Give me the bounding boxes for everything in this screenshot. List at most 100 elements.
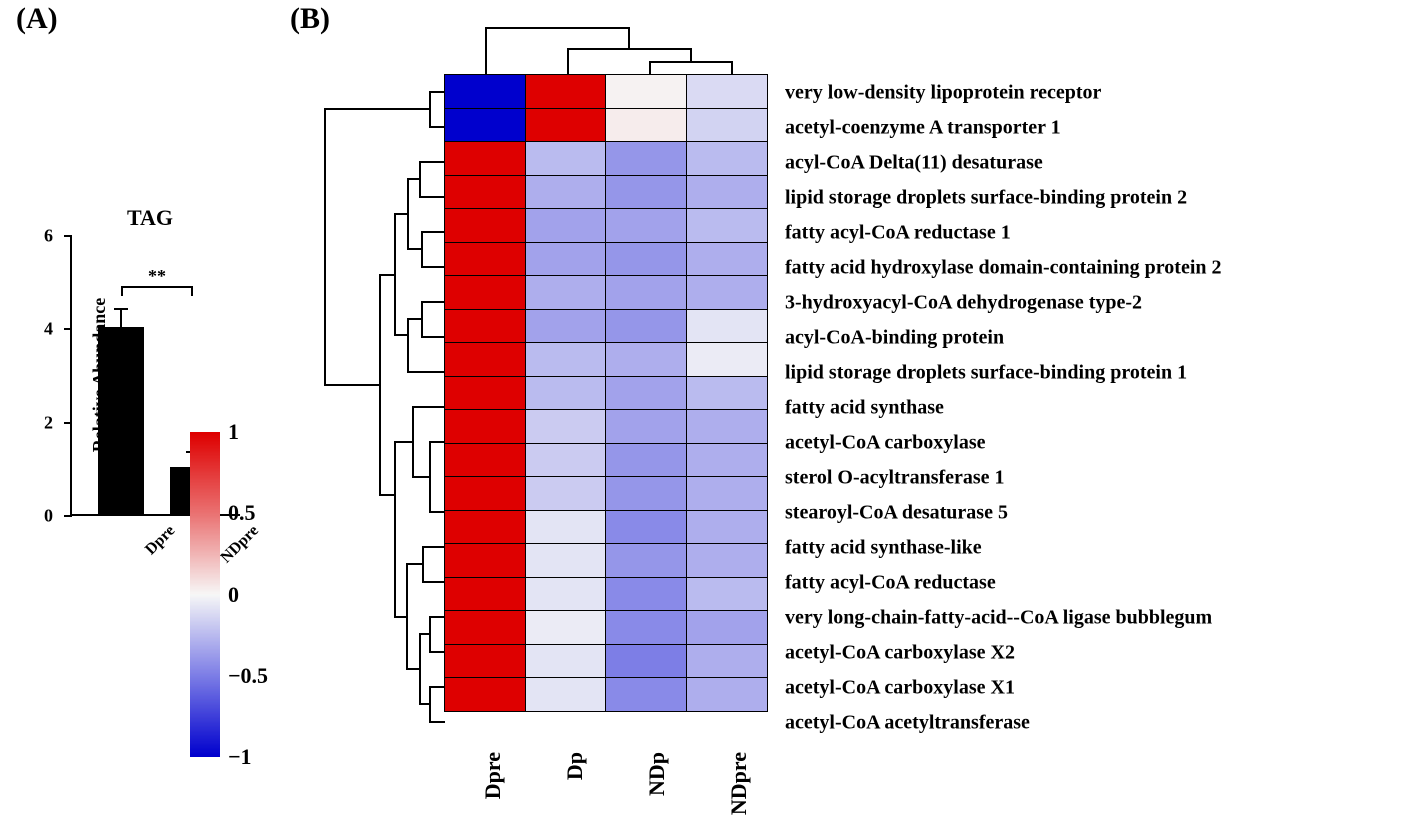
heatmap-cell (444, 677, 526, 712)
heatmap-cell (444, 141, 526, 176)
heatmap-row-label: 3-hydroxyacyl-CoA dehydrogenase type-2 (785, 291, 1142, 314)
heatmap-cell (605, 275, 687, 310)
heatmap-cell (525, 610, 607, 645)
heatmap-row-label: sterol O-acyltransferase 1 (785, 466, 1005, 489)
heatmap-cell (686, 376, 768, 411)
heatmap-cell (525, 108, 607, 143)
heatmap-cell (525, 342, 607, 377)
heatmap-row (445, 209, 767, 243)
heatmap-cell (444, 242, 526, 277)
heatmap-cell (525, 476, 607, 511)
heatmap-cell (605, 476, 687, 511)
heatmap-cell (444, 610, 526, 645)
heatmap-cell (686, 677, 768, 712)
heatmap-cell (605, 208, 687, 243)
heatmap-cell (444, 175, 526, 210)
heatmap-row (445, 109, 767, 143)
heatmap-row-label: very low-density lipoprotein receptor (785, 81, 1101, 104)
heatmap-row (445, 410, 767, 444)
column-dendrogram (445, 20, 945, 80)
error-cap (114, 308, 128, 310)
heatmap-row (445, 276, 767, 310)
heatmap-cell (686, 476, 768, 511)
y-tick (64, 328, 72, 330)
colorbar-tick-label: 0 (228, 582, 239, 608)
colorbar: 10.50−0.5−1 (190, 432, 290, 757)
heatmap-row (445, 243, 767, 277)
heatmap-cell (605, 577, 687, 612)
colorbar-tick-label: 0.5 (228, 500, 256, 526)
heatmap-cell (605, 677, 687, 712)
heatmap-row-label: lipid storage droplets surface-binding p… (785, 361, 1187, 384)
heatmap-row (445, 142, 767, 176)
heatmap-cell (605, 342, 687, 377)
heatmap-grid: very low-density lipoprotein receptorace… (445, 75, 767, 712)
heatmap-row-label: acetyl-CoA carboxylase X2 (785, 641, 1015, 664)
heatmap-cell (686, 610, 768, 645)
heatmap-cell (605, 376, 687, 411)
heatmap-cell (686, 577, 768, 612)
heatmap-row-label: fatty acyl-CoA reductase (785, 571, 996, 594)
heatmap-cell (525, 677, 607, 712)
heatmap-cell (686, 443, 768, 478)
y-tick-label: 2 (44, 412, 53, 433)
heatmap-row-label: acyl-CoA-binding protein (785, 326, 1004, 349)
x-tick-label: Dpre (142, 522, 179, 559)
colorbar-gradient (190, 432, 220, 757)
heatmap-row-label: fatty acid synthase (785, 396, 944, 419)
heatmap-cell (525, 510, 607, 545)
heatmap-cell (686, 242, 768, 277)
heatmap-col-label: Dpre (480, 752, 506, 799)
heatmap-cell (525, 409, 607, 444)
heatmap-cell (605, 510, 687, 545)
heatmap-col-label: Dp (562, 752, 588, 780)
heatmap-cell (605, 409, 687, 444)
heatmap-cell (444, 208, 526, 243)
heatmap-row (445, 75, 767, 109)
significance-bracket (121, 286, 193, 296)
heatmap-row-label: stearoyl-CoA desaturase 5 (785, 501, 1008, 524)
heatmap-cell (444, 108, 526, 143)
heatmap-cell (605, 644, 687, 679)
heatmap-row-label: acyl-CoA Delta(11) desaturase (785, 151, 1043, 174)
heatmap-cell (444, 644, 526, 679)
heatmap-cell (686, 74, 768, 109)
heatmap-col-label: NDpre (726, 752, 752, 815)
heatmap-row-label: acetyl-coenzyme A transporter 1 (785, 116, 1061, 139)
heatmap-cell (605, 108, 687, 143)
heatmap-row (445, 645, 767, 679)
heatmap-container: very low-density lipoprotein receptor ace… (290, 20, 1400, 810)
heatmap-row (445, 678, 767, 712)
heatmap-row (445, 377, 767, 411)
heatmap-row-label: fatty acyl-CoA reductase 1 (785, 221, 1011, 244)
heatmap-cell (525, 175, 607, 210)
heatmap-cell (686, 108, 768, 143)
heatmap-cell (605, 242, 687, 277)
y-tick-label: 4 (44, 319, 53, 340)
y-tick (64, 422, 72, 424)
row-dendrogram (290, 75, 445, 775)
heatmap-cell (525, 242, 607, 277)
heatmap-cell (444, 376, 526, 411)
heatmap-cell (605, 610, 687, 645)
heatmap-cell (605, 309, 687, 344)
heatmap-cell (525, 141, 607, 176)
heatmap-cell (444, 309, 526, 344)
heatmap-cell (605, 443, 687, 478)
heatmap-cell (525, 443, 607, 478)
heatmap-cell (444, 342, 526, 377)
heatmap-cell (444, 275, 526, 310)
heatmap-cell (444, 409, 526, 444)
heatmap-cell (525, 208, 607, 243)
heatmap-cell (525, 577, 607, 612)
heatmap-row (445, 176, 767, 210)
heatmap-col-label: NDp (644, 752, 670, 796)
heatmap-cell (605, 141, 687, 176)
heatmap-row-label: very long-chain-fatty-acid--CoA ligase b… (785, 606, 1212, 629)
heatmap-row (445, 578, 767, 612)
heatmap-row (445, 511, 767, 545)
heatmap-cell (444, 74, 526, 109)
heatmap-cell (444, 476, 526, 511)
heatmap-row (445, 343, 767, 377)
heatmap-cell (525, 275, 607, 310)
